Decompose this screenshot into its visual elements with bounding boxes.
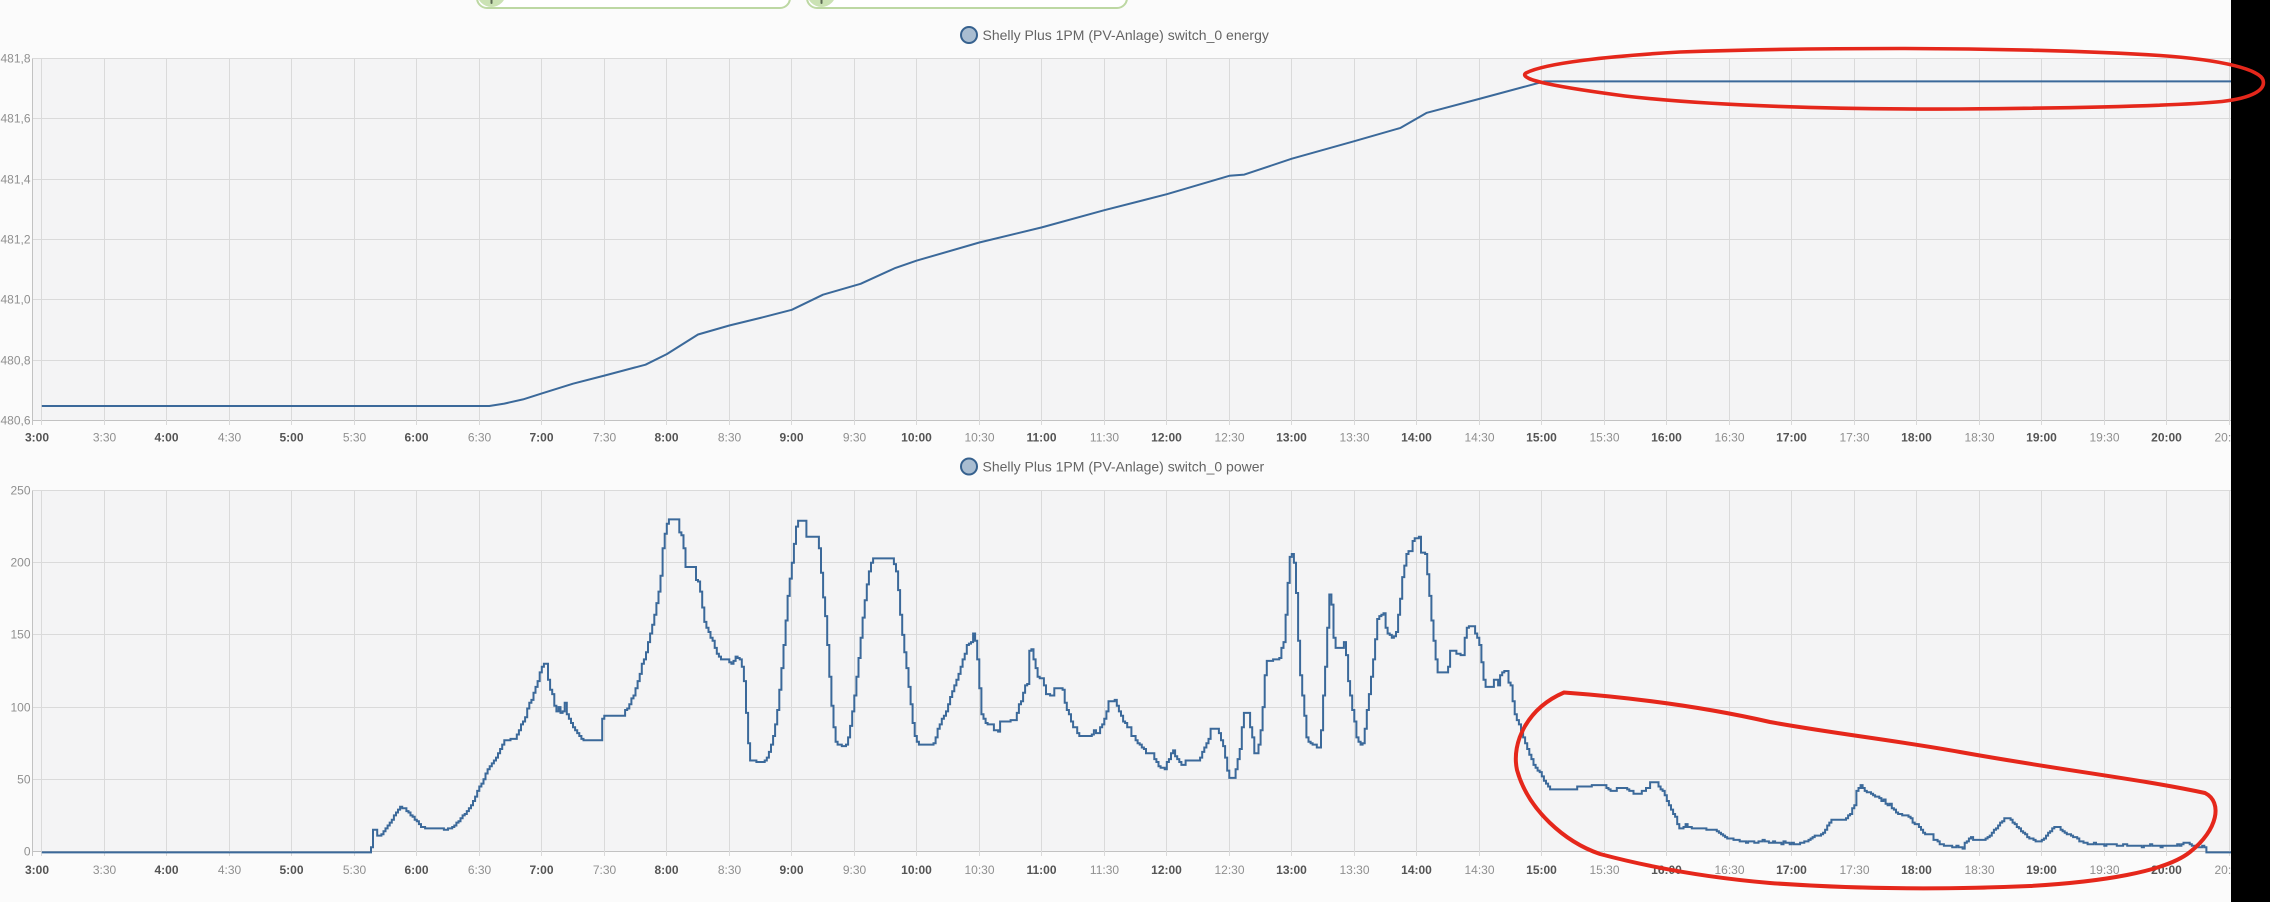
svg-text:18:00: 18:00 (1901, 430, 1932, 444)
svg-text:5:00: 5:00 (279, 863, 303, 877)
svg-text:17:30: 17:30 (1839, 863, 1869, 877)
svg-text:9:00: 9:00 (779, 863, 803, 877)
svg-text:50: 50 (17, 773, 31, 787)
svg-text:7:00: 7:00 (529, 430, 553, 444)
svg-text:17:30: 17:30 (1839, 430, 1869, 444)
svg-text:7:30: 7:30 (593, 863, 617, 877)
svg-text:3:30: 3:30 (93, 430, 117, 444)
svg-text:15:30: 15:30 (1589, 430, 1619, 444)
svg-text:3:00: 3:00 (25, 430, 49, 444)
svg-text:11:00: 11:00 (1026, 430, 1056, 444)
svg-text:20:00: 20:00 (2151, 430, 2182, 444)
svg-text:9:30: 9:30 (843, 863, 867, 877)
svg-text:0: 0 (24, 845, 31, 859)
svg-text:6:30: 6:30 (468, 863, 492, 877)
svg-text:Shelly Plus 1PM (PV-Anlage) sw: Shelly Plus 1PM (PV-Anlage) switch_0 pow… (983, 459, 1265, 475)
svg-text:481,6: 481,6 (0, 112, 30, 126)
svg-text:13:00: 13:00 (1276, 430, 1307, 444)
svg-text:6:00: 6:00 (404, 863, 428, 877)
svg-text:12:30: 12:30 (1214, 863, 1244, 877)
svg-text:480,6: 480,6 (0, 414, 30, 428)
svg-text:15:00: 15:00 (1526, 863, 1557, 877)
svg-text:150: 150 (10, 628, 30, 642)
svg-text:12:30: 12:30 (1214, 430, 1244, 444)
svg-text:8:30: 8:30 (718, 863, 742, 877)
svg-text:10:30: 10:30 (964, 863, 994, 877)
svg-text:14:00: 14:00 (1401, 430, 1432, 444)
svg-text:9:00: 9:00 (779, 430, 803, 444)
svg-text:Shelly Plus 1PM (PV-Anlage) sw: Shelly Plus 1PM (PV-Anlage) switch_0 ene… (983, 27, 1269, 43)
svg-text:6:30: 6:30 (468, 430, 492, 444)
svg-text:481,0: 481,0 (0, 293, 30, 307)
svg-text:10:00: 10:00 (901, 430, 932, 444)
svg-text:11:00: 11:00 (1026, 863, 1056, 877)
svg-text:19:30: 19:30 (2089, 863, 2119, 877)
svg-text:16:00: 16:00 (1651, 430, 1682, 444)
svg-text:19:00: 19:00 (2026, 430, 2057, 444)
svg-text:7:30: 7:30 (593, 430, 617, 444)
svg-text:10:30: 10:30 (964, 430, 994, 444)
svg-text:481,2: 481,2 (0, 233, 30, 247)
svg-text:480,8: 480,8 (0, 354, 30, 368)
svg-text:14:30: 14:30 (1464, 430, 1494, 444)
svg-text:8:00: 8:00 (654, 430, 678, 444)
svg-text:13:30: 13:30 (1339, 863, 1369, 877)
svg-text:5:30: 5:30 (343, 430, 367, 444)
svg-text:14:30: 14:30 (1464, 863, 1494, 877)
svg-text:5:30: 5:30 (343, 863, 367, 877)
svg-text:11:30: 11:30 (1090, 863, 1119, 877)
svg-text:7:00: 7:00 (529, 863, 553, 877)
svg-text:14:00: 14:00 (1401, 863, 1432, 877)
svg-text:3:30: 3:30 (93, 863, 117, 877)
svg-text:17:00: 17:00 (1776, 430, 1807, 444)
svg-text:3:00: 3:00 (25, 863, 49, 877)
svg-text:13:00: 13:00 (1276, 863, 1307, 877)
svg-text:250: 250 (10, 484, 30, 498)
svg-text:4:30: 4:30 (218, 430, 242, 444)
svg-text:100: 100 (10, 701, 30, 715)
svg-text:11:30: 11:30 (1090, 430, 1119, 444)
svg-text:18:00: 18:00 (1901, 863, 1932, 877)
svg-text:16:30: 16:30 (1714, 430, 1744, 444)
svg-text:19:30: 19:30 (2089, 430, 2119, 444)
svg-text:12:00: 12:00 (1151, 863, 1182, 877)
svg-text:6:00: 6:00 (404, 430, 428, 444)
svg-text:8:00: 8:00 (654, 863, 678, 877)
svg-text:15:00: 15:00 (1526, 430, 1557, 444)
svg-text:8:30: 8:30 (718, 430, 742, 444)
svg-text:15:30: 15:30 (1589, 863, 1619, 877)
svg-text:200: 200 (10, 556, 30, 570)
svg-text:18:30: 18:30 (1964, 863, 1994, 877)
svg-text:17:00: 17:00 (1776, 863, 1807, 877)
svg-text:5:00: 5:00 (279, 430, 303, 444)
svg-text:16:30: 16:30 (1714, 863, 1744, 877)
svg-text:4:30: 4:30 (218, 863, 242, 877)
svg-text:12:00: 12:00 (1151, 430, 1182, 444)
svg-text:4:00: 4:00 (154, 430, 178, 444)
svg-text:18:30: 18:30 (1964, 430, 1994, 444)
svg-text:19:00: 19:00 (2026, 863, 2057, 877)
svg-text:10:00: 10:00 (901, 863, 932, 877)
svg-text:4:00: 4:00 (154, 863, 178, 877)
svg-text:481,4: 481,4 (0, 173, 30, 187)
svg-text:481,8: 481,8 (0, 52, 30, 66)
svg-text:13:30: 13:30 (1339, 430, 1369, 444)
svg-text:9:30: 9:30 (843, 430, 867, 444)
